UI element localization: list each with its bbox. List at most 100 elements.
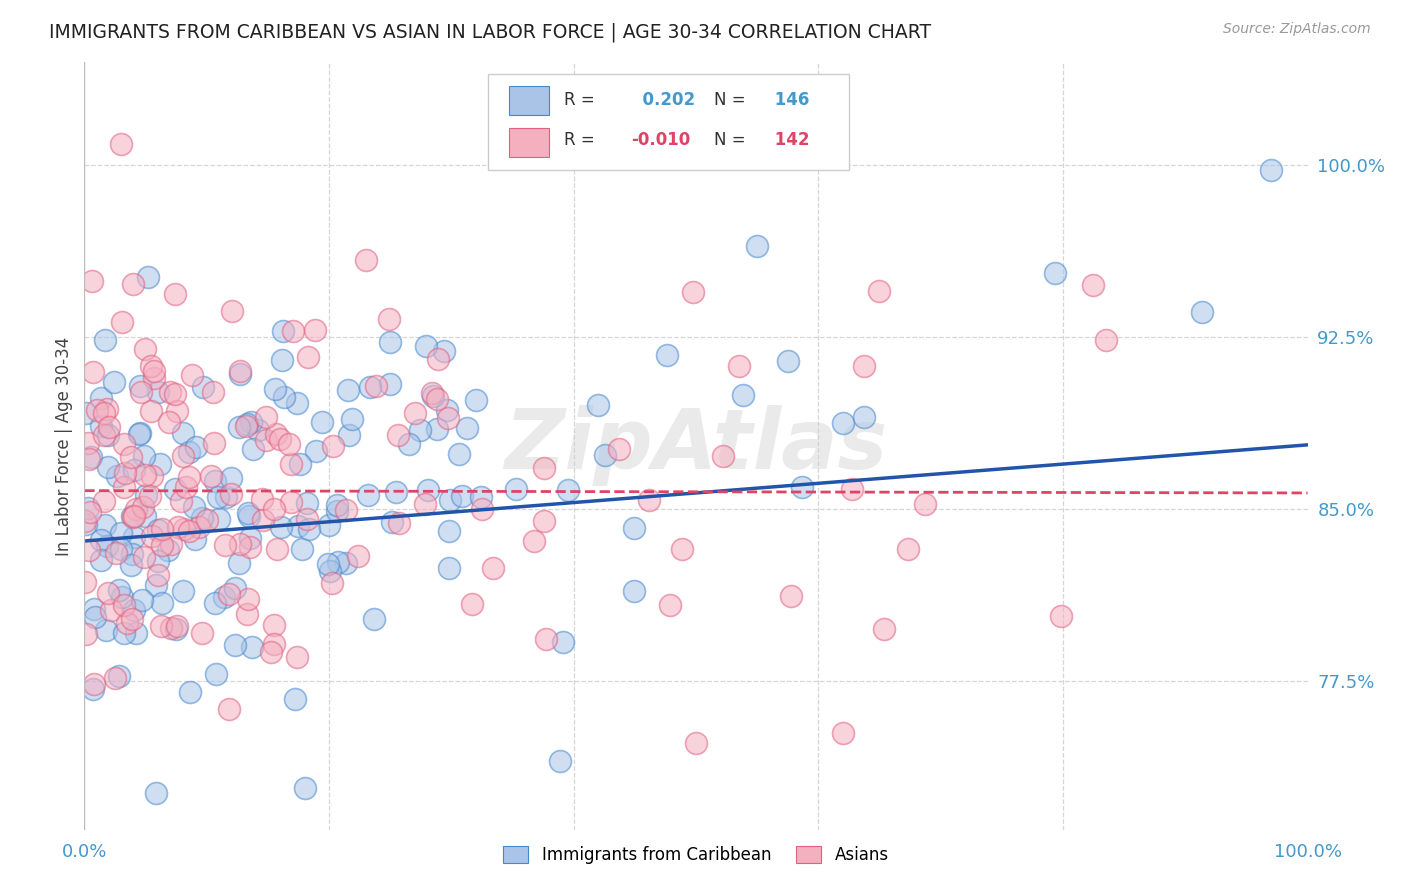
Point xyxy=(586,398,609,412)
Point xyxy=(170,494,193,508)
Point xyxy=(201,384,224,399)
Point xyxy=(297,512,319,526)
Text: R =: R = xyxy=(564,91,595,110)
Point xyxy=(97,420,120,434)
Point xyxy=(297,496,319,510)
Point xyxy=(96,460,118,475)
Point xyxy=(229,367,252,381)
Point xyxy=(141,469,163,483)
Point xyxy=(195,513,218,527)
Legend: Immigrants from Caribbean, Asians: Immigrants from Caribbean, Asians xyxy=(496,839,896,871)
Point xyxy=(122,603,145,617)
Point xyxy=(853,359,876,374)
Point xyxy=(110,137,132,152)
Point xyxy=(146,567,169,582)
Point xyxy=(148,523,170,537)
Text: N =: N = xyxy=(714,91,747,110)
Point xyxy=(263,618,285,632)
Point xyxy=(191,626,214,640)
Point xyxy=(129,384,152,399)
Point xyxy=(465,392,488,407)
Point xyxy=(112,480,135,494)
Point xyxy=(75,406,97,420)
Point xyxy=(270,519,292,533)
Point xyxy=(76,500,98,515)
Point xyxy=(136,269,159,284)
Point xyxy=(557,483,579,497)
Text: ZipAtlas: ZipAtlas xyxy=(505,406,887,486)
Point xyxy=(94,517,117,532)
Point xyxy=(97,586,120,600)
Point xyxy=(239,541,262,555)
Point xyxy=(287,649,309,664)
Point xyxy=(273,390,295,404)
Point xyxy=(134,467,156,482)
Point xyxy=(832,416,855,430)
Point xyxy=(139,489,162,503)
Point xyxy=(420,386,443,401)
Point xyxy=(177,444,200,458)
Point xyxy=(436,403,458,417)
Text: 142: 142 xyxy=(769,131,810,150)
Point xyxy=(1191,304,1213,318)
Point xyxy=(439,493,461,508)
Point xyxy=(873,622,896,636)
Point xyxy=(184,440,207,454)
Point xyxy=(711,449,734,463)
Point xyxy=(638,492,661,507)
Point xyxy=(103,375,125,389)
Point xyxy=(94,623,117,637)
Point xyxy=(77,543,100,558)
Point xyxy=(179,685,201,699)
Point xyxy=(285,396,308,410)
Point xyxy=(122,509,145,524)
Point xyxy=(157,415,180,429)
Point xyxy=(114,598,136,612)
Point xyxy=(229,363,252,377)
Point xyxy=(207,490,229,504)
Point xyxy=(97,428,120,442)
Text: -0.010: -0.010 xyxy=(631,131,690,150)
Point xyxy=(228,556,250,570)
FancyBboxPatch shape xyxy=(488,74,849,169)
Point xyxy=(165,287,187,301)
Point xyxy=(305,444,328,458)
Point xyxy=(150,619,173,633)
Point xyxy=(425,422,447,436)
Point xyxy=(780,589,803,603)
Point xyxy=(747,238,769,252)
Point xyxy=(129,379,152,393)
Point xyxy=(914,497,936,511)
Point xyxy=(280,457,302,471)
Point xyxy=(1050,608,1073,623)
Point xyxy=(607,442,630,456)
Point xyxy=(86,403,108,417)
Point xyxy=(173,522,195,536)
Point xyxy=(238,509,260,524)
Point xyxy=(533,461,555,475)
Point xyxy=(277,437,299,451)
Point xyxy=(727,359,749,373)
Point xyxy=(128,427,150,442)
Point xyxy=(236,506,259,520)
Point xyxy=(115,615,138,630)
Point xyxy=(346,549,368,563)
Point xyxy=(110,542,132,557)
Point xyxy=(83,609,105,624)
Point xyxy=(297,351,319,365)
Point xyxy=(263,501,285,516)
Point xyxy=(75,626,97,640)
Point xyxy=(447,447,470,461)
Text: IMMIGRANTS FROM CARIBBEAN VS ASIAN IN LABOR FORCE | AGE 30-34 CORRELATION CHART: IMMIGRANTS FROM CARIBBEAN VS ASIAN IN LA… xyxy=(49,22,931,42)
Point xyxy=(505,482,527,496)
Point xyxy=(415,339,437,353)
Text: 0.202: 0.202 xyxy=(631,91,695,110)
Point xyxy=(172,449,194,463)
Point xyxy=(427,351,450,366)
Point xyxy=(105,469,128,483)
Point xyxy=(1260,163,1282,178)
Point xyxy=(105,546,128,560)
Point xyxy=(534,632,557,646)
Point xyxy=(471,502,494,516)
Point xyxy=(288,458,311,472)
